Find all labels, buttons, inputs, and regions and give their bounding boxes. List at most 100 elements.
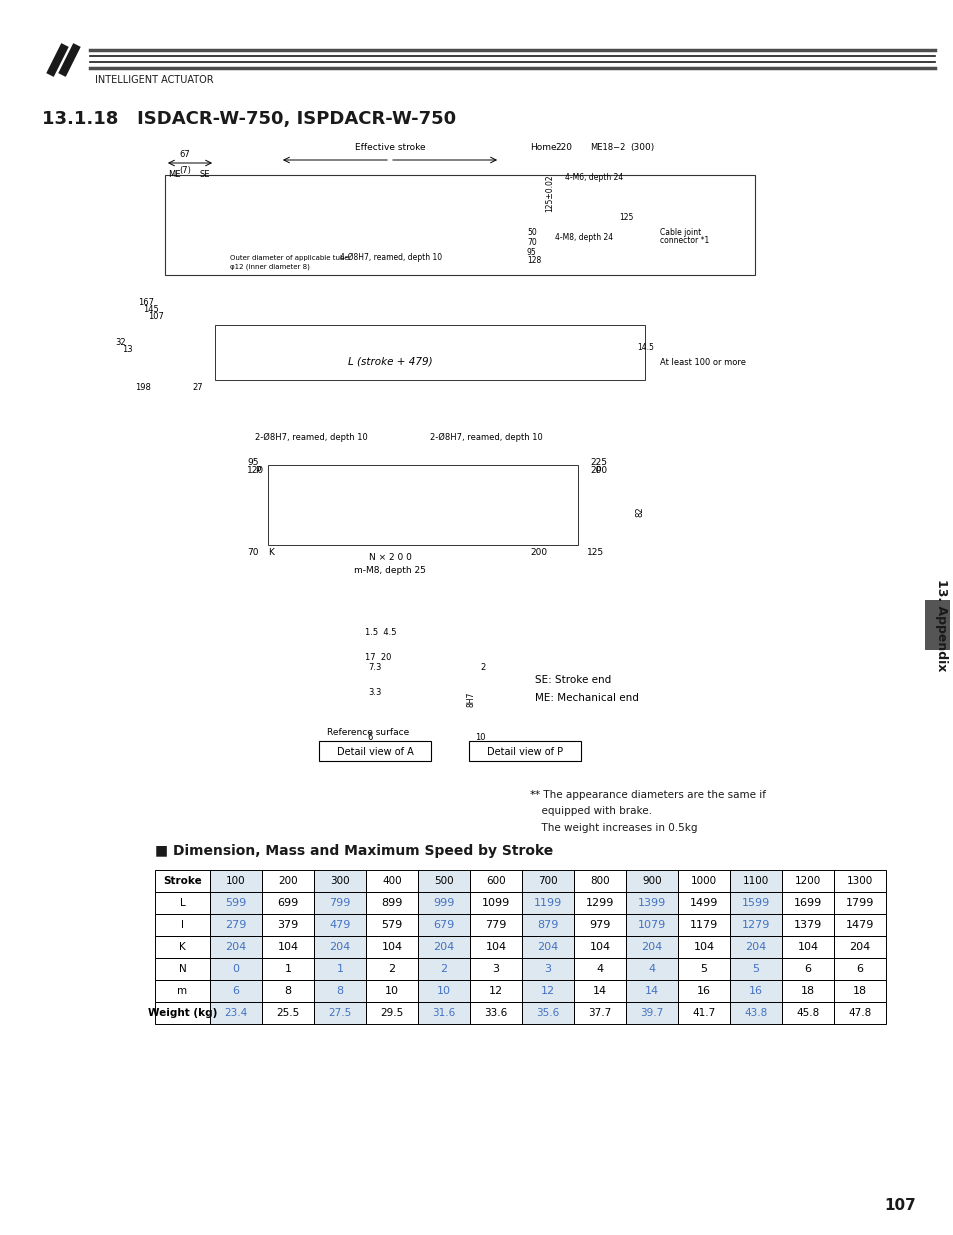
Text: 50: 50 — [526, 228, 537, 237]
Bar — [210, 914, 262, 936]
Bar — [521, 981, 574, 1002]
Text: 2: 2 — [388, 965, 395, 974]
Bar — [521, 958, 574, 981]
Text: 800: 800 — [590, 876, 609, 885]
Bar — [314, 981, 366, 1002]
Text: 3: 3 — [492, 965, 499, 974]
Text: N × 2 0 0: N × 2 0 0 — [368, 553, 411, 562]
Bar — [625, 981, 678, 1002]
Text: Reference surface: Reference surface — [327, 727, 409, 737]
Bar — [154, 936, 210, 958]
Text: 5: 5 — [700, 965, 707, 974]
Bar — [678, 936, 729, 958]
Bar — [210, 936, 262, 958]
Bar — [314, 981, 366, 1002]
Text: 45.8: 45.8 — [796, 1008, 819, 1018]
Bar — [210, 981, 262, 1002]
Bar — [210, 914, 262, 936]
Text: 700: 700 — [537, 876, 558, 885]
Text: 400: 400 — [382, 876, 401, 885]
Text: 95: 95 — [247, 458, 258, 467]
Text: 5: 5 — [752, 965, 759, 974]
Text: 32: 32 — [115, 338, 126, 347]
Text: 200: 200 — [589, 466, 606, 475]
Bar — [314, 936, 366, 958]
Text: 579: 579 — [381, 920, 402, 930]
Text: Detail view of P: Detail view of P — [486, 747, 562, 757]
Bar — [625, 958, 678, 981]
Text: 479: 479 — [329, 920, 351, 930]
Text: 104: 104 — [589, 942, 610, 952]
Text: * The appearance diameters are the same if
  equipped with brake.
  The weight i: * The appearance diameters are the same … — [535, 790, 765, 832]
Text: 220: 220 — [555, 143, 572, 152]
Bar — [574, 869, 625, 892]
Text: ME18−2: ME18−2 — [589, 143, 625, 152]
Text: 204: 204 — [640, 942, 662, 952]
Text: 6: 6 — [856, 965, 862, 974]
Text: Effective stroke: Effective stroke — [355, 143, 425, 152]
Bar — [366, 869, 417, 892]
Bar — [154, 892, 210, 914]
Text: 23.4: 23.4 — [224, 1008, 248, 1018]
Text: 379: 379 — [277, 920, 298, 930]
Text: 599: 599 — [225, 898, 247, 908]
Bar — [262, 1002, 314, 1024]
Text: 67: 67 — [179, 149, 191, 159]
Bar — [314, 1002, 366, 1024]
Bar — [625, 1002, 678, 1024]
Bar — [781, 914, 833, 936]
Text: 999: 999 — [433, 898, 455, 908]
Bar — [625, 936, 678, 958]
Bar — [210, 1002, 262, 1024]
Text: 1499: 1499 — [689, 898, 718, 908]
Text: 225: 225 — [589, 458, 606, 467]
Bar — [574, 936, 625, 958]
Bar — [262, 892, 314, 914]
Text: At least 100 or more: At least 100 or more — [659, 358, 745, 367]
Text: Weight (kg): Weight (kg) — [148, 1008, 217, 1018]
Text: 125: 125 — [618, 212, 633, 222]
Bar — [729, 936, 781, 958]
Bar — [262, 958, 314, 981]
Text: 1299: 1299 — [585, 898, 614, 908]
Bar — [625, 958, 678, 981]
Text: 41.7: 41.7 — [692, 1008, 715, 1018]
Text: SE: Stroke end
ME: Mechanical end: SE: Stroke end ME: Mechanical end — [535, 676, 639, 703]
Text: 10: 10 — [385, 986, 398, 995]
Text: Stroke: Stroke — [163, 876, 202, 885]
Bar — [417, 1002, 470, 1024]
Bar — [366, 981, 417, 1002]
Bar — [210, 936, 262, 958]
Text: 500: 500 — [434, 876, 454, 885]
Bar — [214, 325, 644, 380]
Bar — [729, 1002, 781, 1024]
Text: m: m — [177, 986, 188, 995]
Text: 35.6: 35.6 — [536, 1008, 559, 1018]
Text: Outer diameter of applicable tube:: Outer diameter of applicable tube: — [230, 254, 351, 261]
Text: 2-Ø8H7, reamed, depth 10: 2-Ø8H7, reamed, depth 10 — [254, 432, 367, 442]
Bar — [210, 1002, 262, 1024]
Text: 18: 18 — [801, 986, 814, 995]
Text: 200: 200 — [278, 876, 297, 885]
Bar — [729, 958, 781, 981]
Text: 104: 104 — [485, 942, 506, 952]
Text: 33.6: 33.6 — [484, 1008, 507, 1018]
Bar — [729, 869, 781, 892]
Bar — [262, 914, 314, 936]
Bar — [625, 869, 678, 892]
Bar — [314, 1002, 366, 1024]
Text: 29.5: 29.5 — [380, 1008, 403, 1018]
Text: 167: 167 — [138, 298, 153, 308]
Text: 39.7: 39.7 — [639, 1008, 663, 1018]
Text: 82: 82 — [635, 506, 643, 517]
Text: 204: 204 — [225, 942, 247, 952]
Bar — [574, 958, 625, 981]
Bar — [729, 981, 781, 1002]
Bar — [625, 1002, 678, 1024]
Bar — [470, 914, 521, 936]
Bar — [314, 869, 366, 892]
Text: 1279: 1279 — [741, 920, 769, 930]
Bar — [833, 981, 885, 1002]
Bar — [470, 892, 521, 914]
Text: 6: 6 — [233, 986, 239, 995]
